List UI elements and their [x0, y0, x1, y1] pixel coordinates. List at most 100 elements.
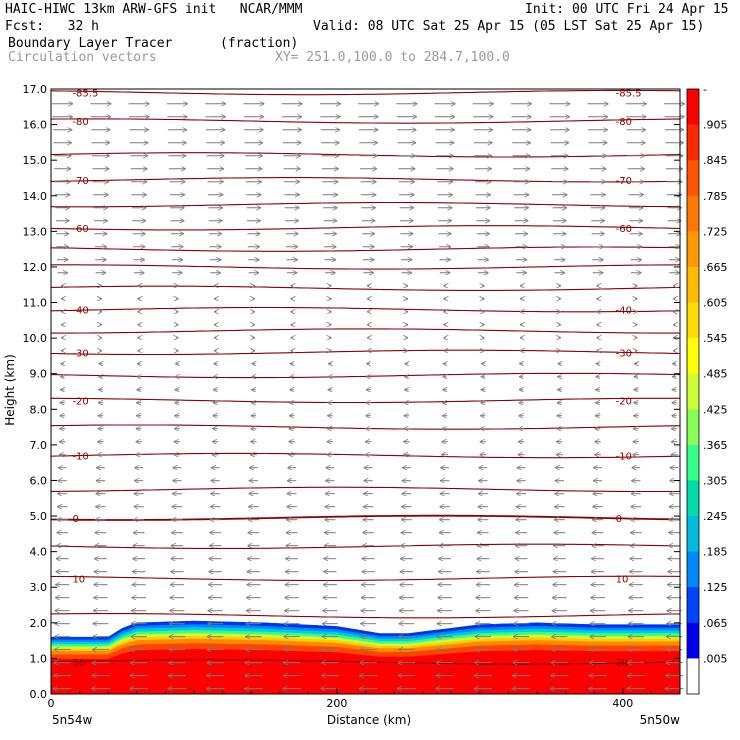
contour-label: -40 [616, 306, 632, 317]
colorbar-label: .785 [703, 190, 728, 203]
y-tick-label: 16.0 [23, 119, 48, 132]
colorbar-label: .005 [703, 652, 728, 665]
contour-line [50, 152, 681, 158]
y-tick-label: 15.0 [23, 154, 48, 167]
contour-line [50, 306, 681, 313]
contour-line [50, 613, 681, 619]
y-tick-label: 7.0 [30, 439, 48, 452]
colorbar-label: .125 [703, 581, 728, 594]
contour-line [50, 349, 681, 356]
colorbar-label: .305 [703, 474, 728, 487]
header-forecast-hour: Fcst: 32 h [5, 19, 99, 34]
x-tick-label: 200 [326, 697, 347, 710]
y-tick-label: 11.0 [23, 297, 48, 310]
contour-label: -30 [72, 348, 88, 359]
y-tick-label: 3.0 [30, 581, 48, 594]
colorbar-label: .485 [703, 368, 728, 381]
colorbar-label: .845 [703, 154, 728, 167]
colorbar-label: .905 [703, 119, 728, 132]
colorbar-swatch [687, 444, 699, 481]
y-tick-label: 9.0 [30, 368, 48, 381]
vector-name: Circulation vectors [8, 50, 157, 65]
y-tick-label: 10.0 [23, 332, 48, 345]
contour-line [51, 486, 681, 493]
header-init-time: Init: 00 UTC Fri 24 Apr 15 [525, 2, 729, 17]
contour-label: 20 [72, 658, 85, 669]
colorbar: - .905 .845 .785 .725 .665 .605 .545 .485 .425 .36… [686, 83, 728, 695]
contour-label: -85.5 [72, 89, 98, 100]
x-axis-label: Distance (km) [327, 713, 411, 727]
colorbar-label: .065 [703, 617, 728, 630]
colorbar-swatch [687, 516, 699, 553]
colorbar-label: .545 [703, 332, 728, 345]
y-tick-label: 5.0 [30, 510, 48, 523]
contour-line [51, 397, 680, 404]
temperature-contours: 20 20 10 10 0 0 -10 -10 -20 -20 -30 -30 -40 -40 -60 -60… [50, 89, 681, 669]
contour-line [50, 201, 680, 208]
contour-label: -10 [616, 452, 632, 463]
contour-line [50, 225, 681, 231]
y-tick-label: 8.0 [30, 403, 48, 416]
contour-label: 0 [616, 514, 622, 525]
contour-label: 10 [616, 574, 629, 585]
colorbar-frame [686, 88, 700, 695]
contour-line [50, 372, 681, 379]
colorbar-swatch [687, 338, 699, 375]
contour-label: -10 [72, 452, 88, 463]
contour-line [50, 118, 680, 124]
y-tick-label: 4.0 [30, 546, 48, 559]
colorbar-swatch [687, 302, 699, 339]
y-axis-ticks: 0.0 1.0 2.0 3.0 4.0 5.0 6.0 7.0 8.0 9.0 10.0 11.0 12… [23, 83, 680, 701]
contour-label: 10 [72, 574, 85, 585]
colorbar-label: .665 [703, 261, 728, 274]
contour-label: 20 [616, 658, 629, 669]
field-name: Boundary Layer Tracer [8, 36, 173, 51]
circulation-vectors [52, 104, 684, 689]
colorbar-label: .365 [703, 439, 728, 452]
colorbar-swatch [687, 622, 699, 659]
plot-area [51, 89, 680, 694]
y-tick-label: 6.0 [30, 474, 48, 487]
colorbar-swatch [687, 409, 699, 446]
colorbar-swatch [687, 266, 699, 304]
colorbar-swatch [687, 658, 699, 695]
contour-line [50, 575, 681, 582]
colorbar-swatch [687, 551, 699, 588]
contour-label: -60 [72, 224, 88, 235]
contour-line [51, 328, 680, 334]
contour-label: -70 [616, 176, 632, 187]
colorbar-label: .725 [703, 225, 728, 238]
contour-label: -80 [72, 117, 88, 128]
colorbar-swatch [687, 195, 699, 232]
field-units: (fraction) [220, 36, 299, 51]
contour-line [50, 246, 681, 252]
contour-label: 0 [72, 514, 78, 525]
contour-line [51, 514, 681, 521]
contour-line [50, 177, 681, 183]
y-tick-label: 14.0 [23, 190, 48, 203]
y-tick-label: 12.0 [23, 261, 48, 274]
bl-band-0 [50, 648, 681, 695]
colorbar-label: - [703, 83, 707, 96]
contour-label: -70 [72, 176, 88, 187]
contour-line [51, 264, 681, 270]
colorbar-swatch [687, 160, 699, 197]
contour-label: -20 [616, 396, 632, 407]
colorbar-label: .185 [703, 546, 728, 559]
y-tick-label: 2.0 [30, 617, 48, 630]
contour-label: -30 [616, 348, 632, 359]
cross-section-coords: XY= 251.0,100.0 to 284.7,100.0 [275, 50, 510, 65]
contour-label: -60 [616, 224, 632, 235]
header-title: HAIC-HIWC 13km ARW-GFS init NCAR/MMM [5, 2, 303, 17]
contour-label: -20 [72, 396, 88, 407]
x-tick-label: 0 [48, 697, 55, 710]
colorbar-label: .245 [703, 510, 728, 523]
boundary-layer-fill [50, 620, 681, 695]
contour-label: -40 [72, 306, 88, 317]
colorbar-swatch [687, 587, 699, 624]
colorbar-label: .605 [703, 297, 728, 310]
y-axis-label: Height (km) [3, 354, 17, 425]
contour-line [50, 89, 681, 96]
y-tick-label: 17.0 [23, 83, 48, 96]
